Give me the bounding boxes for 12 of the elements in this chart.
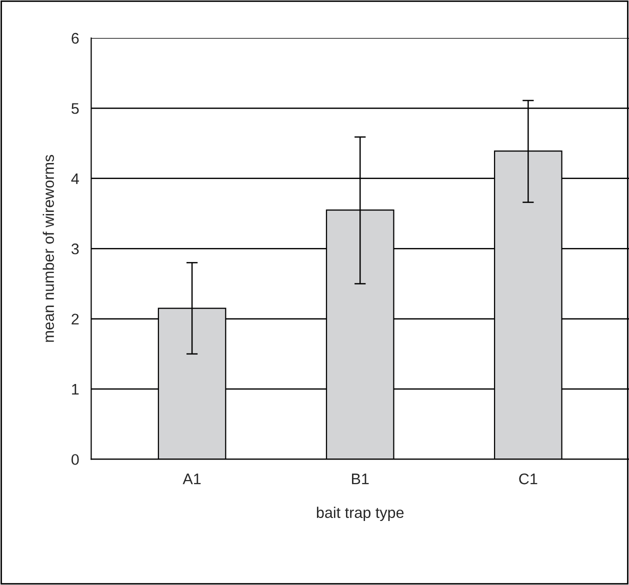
- y-tick-label: 1: [72, 384, 79, 395]
- x-tick-label: A1: [182, 474, 201, 484]
- x-tick-label: C1: [519, 474, 538, 484]
- y-tick-label: 6: [72, 32, 79, 44]
- y-tick-label: 0: [72, 454, 79, 465]
- y-tick-label: 4: [71, 173, 79, 184]
- x-tick-label: B1: [352, 474, 369, 484]
- y-tick-label: 2: [72, 314, 79, 324]
- y-axis-title: mean number of wireworms: [42, 154, 54, 342]
- x-axis-title: bait trap type: [316, 506, 404, 522]
- y-tick-label: 3: [71, 243, 79, 254]
- y-tick-label: 5: [72, 103, 79, 114]
